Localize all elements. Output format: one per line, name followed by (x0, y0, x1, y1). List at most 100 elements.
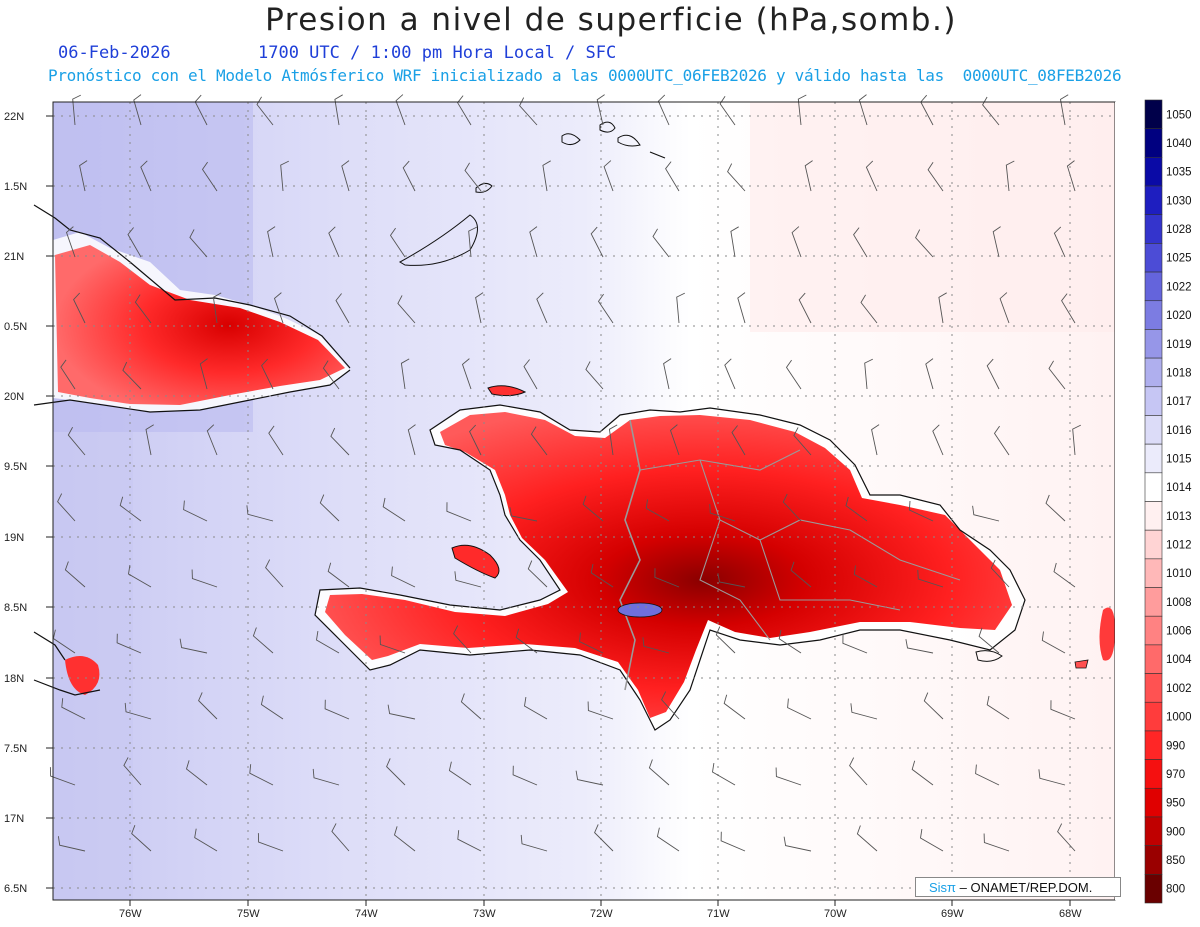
colorbar-swatch (1144, 874, 1163, 904)
wind-barb (330, 427, 350, 456)
map-title: Presion a nivel de superficie (hPa,somb.… (265, 2, 957, 38)
wind-barb (457, 95, 472, 126)
colorbar-label: 1008 (1166, 597, 1192, 609)
lat-label: 6.5N (4, 883, 27, 895)
credit-text: – ONAMET/REP.DOM. (959, 880, 1093, 895)
colorbar-label: 1016 (1166, 425, 1192, 437)
hispaniola-landmass (314, 404, 1026, 731)
wind-barb (393, 826, 416, 852)
wind-barb (448, 761, 472, 786)
colorbar-swatch (1144, 128, 1163, 158)
colorbar-label: 990 (1166, 740, 1185, 752)
wind-barb (983, 833, 1010, 852)
wind-barb (669, 424, 680, 456)
wind-barb (131, 825, 152, 852)
wind-barb (1005, 160, 1015, 192)
wind-barb (119, 496, 142, 522)
wind-barb (268, 425, 284, 456)
wind-barb (860, 294, 878, 324)
colorbar-swatch (1144, 701, 1163, 732)
lat-label: 21N (4, 251, 24, 263)
wind-barb (73, 292, 86, 324)
colorbar-label: 1002 (1166, 683, 1192, 695)
colorbar-label: 800 (1166, 884, 1185, 896)
colorbar-label: 1013 (1166, 511, 1192, 523)
wind-barb (324, 699, 350, 720)
wind-barb (527, 560, 548, 588)
wind-barb (731, 425, 746, 456)
colorbar-swatch (1144, 730, 1163, 760)
colorbar-swatch (1144, 99, 1163, 129)
colorbar-swatch (1144, 816, 1163, 846)
wind-barb (79, 160, 88, 192)
wind-barb (849, 757, 868, 786)
lat-label: 0.5N (4, 321, 27, 333)
wind-barb (986, 695, 1010, 720)
wind-barb (61, 698, 86, 720)
cuba-landmass (33, 204, 351, 413)
colorbar-swatch (1144, 157, 1163, 187)
wind-barb (865, 160, 878, 192)
wind-barb (871, 424, 880, 456)
wind-barb (334, 94, 343, 126)
wind-barb (990, 559, 1010, 588)
lat-label: 7.5N (4, 743, 27, 755)
wind-barb (661, 691, 680, 720)
colorbar-swatch (1144, 415, 1163, 445)
wind-barb (397, 295, 416, 324)
lon-label: 76W (119, 908, 142, 920)
wind-barb (911, 760, 934, 786)
wind-barb (915, 229, 934, 258)
lat-label: 20N (4, 391, 24, 403)
colorbar-swatch (1144, 386, 1163, 416)
wind-barb (864, 358, 873, 390)
wind-barb (382, 497, 406, 522)
wind-barb (791, 226, 802, 258)
colorbar-swatch (1144, 300, 1163, 330)
colorbar-swatch (1144, 443, 1163, 474)
wind-barb (402, 160, 416, 192)
wind-barb (322, 360, 340, 390)
colorbar-label: 1012 (1166, 540, 1192, 552)
wind-barb (124, 702, 152, 720)
wind-barb (391, 566, 416, 588)
colorbar-label: 1006 (1166, 626, 1192, 638)
wind-barb (249, 764, 274, 786)
wind-barb (782, 493, 802, 522)
wind-barb (663, 358, 672, 390)
colorbar-label: 1030 (1166, 195, 1192, 207)
wind-barb (67, 426, 86, 456)
colorbar-label: 1018 (1166, 367, 1192, 379)
latitude-labels: 22N 1.5N 21N 0.5N 20N 9.5N 19N 8.5N 18N … (4, 111, 27, 895)
colorbar-swatch (1144, 759, 1163, 789)
wind-barb (1057, 823, 1076, 852)
wind-barb (400, 358, 410, 390)
wind-barb (719, 95, 736, 126)
colorbar-swatch (1144, 243, 1163, 273)
wind-barb (596, 94, 605, 126)
wind-barb (938, 292, 947, 324)
wind-barb (57, 836, 86, 852)
wind-barb (265, 559, 284, 588)
colorbar-swatch (1144, 845, 1163, 875)
lon-label: 74W (355, 908, 378, 920)
wind-barb (925, 358, 934, 390)
wind-barb (923, 692, 944, 720)
lon-label: 71W (707, 908, 730, 920)
colorbar-label: 1022 (1166, 281, 1192, 293)
lon-label: 75W (237, 908, 260, 920)
wind-barb (717, 573, 746, 588)
wind-barb (850, 703, 878, 720)
wind-barb (587, 701, 614, 720)
wind-barb (341, 160, 350, 192)
lat-label: 9.5N (4, 461, 27, 473)
wind-barb (72, 94, 81, 126)
wind-barb (676, 292, 685, 324)
colorbar-swatch (1144, 185, 1163, 216)
colorbar-label: 1004 (1166, 654, 1192, 666)
colorbar-swatch (1144, 529, 1163, 560)
lat-label: 1.5N (4, 181, 27, 193)
wind-barb (978, 627, 1000, 654)
wind-barb (1053, 226, 1066, 258)
colorbar-label: 1015 (1166, 453, 1192, 465)
